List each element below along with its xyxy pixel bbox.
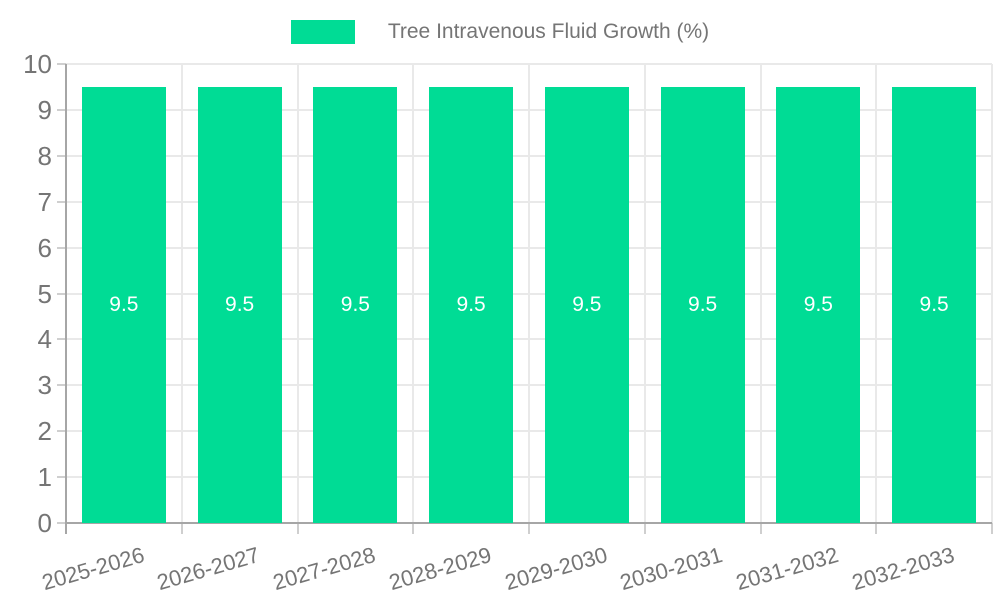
y-tick-mark: [57, 63, 66, 65]
x-tick-label: 2025-2026: [38, 542, 147, 596]
y-tick-label: 4: [37, 324, 52, 355]
bar-value-label: 9.5: [456, 292, 486, 316]
y-tick-label: 3: [37, 370, 52, 401]
bar-value-label: 9.5: [572, 292, 602, 316]
y-tick-label: 8: [37, 140, 52, 171]
y-tick-mark: [57, 476, 66, 479]
bar-value-label: 9.5: [109, 292, 139, 316]
bar-value-label: 9.5: [340, 292, 370, 316]
y-tick-label: 1: [37, 462, 52, 493]
x-tick-mark: [643, 523, 646, 534]
legend: Tree Intravenous Fluid Growth (%): [0, 20, 1000, 44]
bar[interactable]: 9.5: [660, 86, 745, 523]
x-axis-line: [66, 522, 992, 524]
x-tick-mark: [759, 523, 762, 534]
x-tick-label: 2030-2031: [617, 542, 726, 596]
bar-value-label: 9.5: [803, 292, 833, 316]
x-grid-line: [296, 64, 299, 523]
y-tick-mark: [57, 108, 66, 111]
x-tick-label: 2026-2027: [154, 542, 263, 596]
x-tick-mark: [875, 523, 878, 534]
x-tick-label: 2031-2032: [733, 542, 842, 596]
y-tick-label: 7: [37, 186, 52, 217]
y-axis-line: [65, 64, 67, 534]
bar-value-label: 9.5: [225, 292, 255, 316]
y-tick-mark: [57, 292, 66, 295]
y-tick-mark: [57, 200, 66, 203]
y-tick-mark: [57, 522, 66, 524]
x-grid-line: [528, 64, 530, 523]
legend-label: Tree Intravenous Fluid Growth (%): [387, 20, 710, 43]
bar-value-label: 9.5: [688, 292, 718, 316]
bar[interactable]: 9.5: [197, 86, 282, 523]
x-tick-label: 2032-2033: [848, 542, 958, 596]
x-grid-line: [991, 64, 993, 523]
y-tick-mark: [57, 246, 66, 249]
x-grid-line: [412, 64, 415, 523]
y-tick-label: 10: [23, 49, 52, 79]
x-tick-mark: [412, 523, 415, 534]
x-tick-label: 2027-2028: [270, 542, 379, 596]
y-tick-label: 0: [37, 508, 52, 538]
y-tick-label: 6: [37, 232, 52, 263]
x-grid-line: [180, 64, 183, 523]
x-tick-mark: [991, 523, 993, 534]
bar[interactable]: 9.5: [313, 86, 398, 523]
x-tick-label: 2028-2029: [385, 542, 495, 596]
bar[interactable]: 9.5: [81, 86, 166, 523]
bar[interactable]: 9.5: [544, 86, 629, 523]
y-tick-label: 9: [37, 94, 52, 125]
y-tick-label: 5: [37, 278, 52, 309]
x-tick-label: 2029-2030: [501, 542, 610, 596]
x-tick-mark: [528, 523, 530, 534]
bar-value-label: 9.5: [919, 292, 949, 316]
x-grid-line: [759, 64, 762, 523]
y-tick-mark: [57, 384, 66, 387]
x-tick-mark: [180, 523, 183, 534]
x-tick-mark: [296, 523, 299, 534]
legend-swatch-icon: [290, 20, 355, 44]
y-tick-mark: [57, 338, 66, 341]
y-tick-mark: [57, 154, 66, 157]
legend-item[interactable]: Tree Intravenous Fluid Growth (%): [290, 20, 710, 44]
y-tick-label: 2: [37, 416, 52, 447]
x-grid-line: [875, 64, 878, 523]
x-grid-line: [643, 64, 646, 523]
bar[interactable]: 9.5: [776, 86, 861, 523]
bar[interactable]: 9.5: [892, 86, 977, 523]
y-tick-mark: [57, 430, 66, 433]
bar[interactable]: 9.5: [429, 86, 514, 523]
